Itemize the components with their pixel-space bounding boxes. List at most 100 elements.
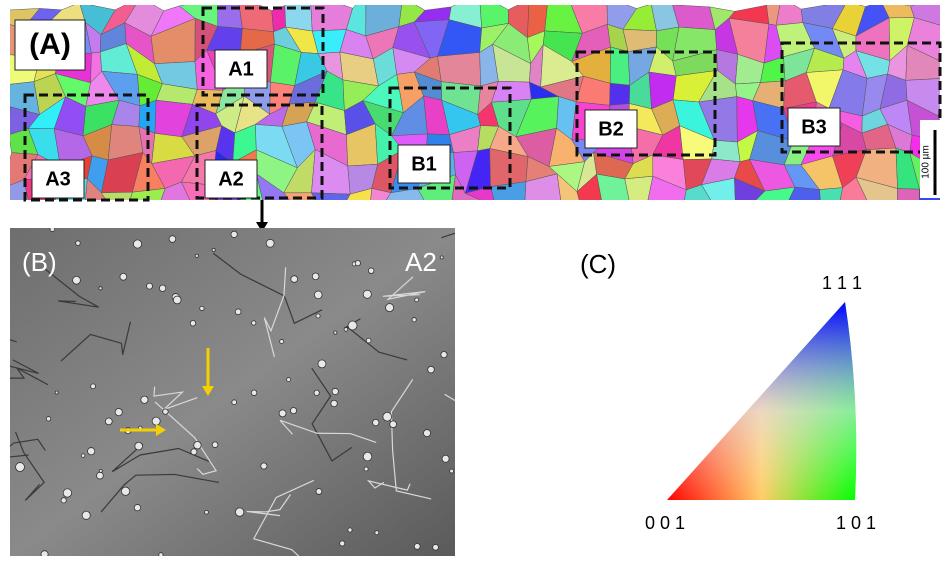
region-label: B1 xyxy=(411,153,437,175)
region-label: B2 xyxy=(598,118,624,140)
particle xyxy=(121,487,129,495)
particle xyxy=(334,331,337,334)
panel-label: (C) xyxy=(580,249,616,279)
figure: (A) A1A2A3B1B2B3 100 µm (B) A2 (C) 1 1 1… xyxy=(0,0,944,561)
particle xyxy=(235,508,243,516)
grain xyxy=(101,192,132,218)
particle xyxy=(73,276,81,284)
particle xyxy=(173,296,181,304)
particle xyxy=(46,417,50,421)
particle xyxy=(366,338,371,343)
grain xyxy=(491,182,526,217)
particle xyxy=(205,510,209,514)
particle xyxy=(82,511,90,519)
corner-label: 0 0 1 xyxy=(645,513,685,533)
particle xyxy=(415,298,419,302)
grain xyxy=(582,216,605,245)
particle xyxy=(152,417,160,425)
particle xyxy=(332,388,338,394)
grain xyxy=(870,207,897,243)
grain xyxy=(464,201,504,236)
grain xyxy=(648,201,685,234)
particle xyxy=(63,489,71,497)
particle xyxy=(290,408,296,414)
particle xyxy=(159,553,163,557)
particle xyxy=(363,290,371,298)
panel-label: (B) xyxy=(22,247,57,277)
particle xyxy=(251,390,257,396)
particle xyxy=(287,378,291,382)
particle xyxy=(280,339,284,343)
particle xyxy=(428,366,435,373)
particle xyxy=(316,489,322,495)
scale-label: 100 µm xyxy=(921,145,932,179)
region-label: A3 xyxy=(45,168,71,190)
particle xyxy=(383,412,392,421)
particle xyxy=(316,314,320,318)
grain xyxy=(713,203,736,239)
particle xyxy=(163,409,168,414)
grain xyxy=(908,213,944,231)
particle xyxy=(235,309,241,315)
grain xyxy=(498,202,525,236)
particle xyxy=(91,384,96,389)
particle xyxy=(412,318,416,322)
particle xyxy=(169,236,176,243)
particle xyxy=(440,256,443,259)
grain xyxy=(625,176,653,211)
corner-label: 1 1 1 xyxy=(822,273,862,293)
grain xyxy=(310,0,352,31)
particle xyxy=(105,418,112,425)
particle xyxy=(414,544,420,550)
particle xyxy=(76,241,81,246)
grain xyxy=(554,204,584,246)
grain xyxy=(438,52,481,86)
grain xyxy=(673,5,716,30)
particle xyxy=(97,472,104,479)
particle xyxy=(363,452,372,461)
particle xyxy=(450,469,454,473)
grain xyxy=(218,0,243,28)
grain xyxy=(732,206,762,234)
particle xyxy=(88,448,95,455)
particle xyxy=(441,351,447,357)
grain xyxy=(479,0,508,28)
region-label: B3 xyxy=(801,116,827,138)
particle xyxy=(99,287,102,290)
particle xyxy=(266,239,274,247)
grain xyxy=(610,83,630,105)
particle xyxy=(355,261,360,266)
particle xyxy=(364,467,368,471)
grain xyxy=(451,201,482,240)
particle xyxy=(314,291,322,299)
particle xyxy=(291,276,298,283)
particle xyxy=(159,285,165,291)
particle xyxy=(55,391,58,394)
particle xyxy=(261,463,267,469)
ipf-overlay xyxy=(667,302,856,500)
particle xyxy=(231,231,237,237)
particle xyxy=(368,268,374,274)
particle xyxy=(375,531,379,535)
particle xyxy=(120,273,127,280)
grain xyxy=(285,0,312,31)
particle xyxy=(279,410,286,417)
particle xyxy=(232,400,237,405)
particle xyxy=(16,463,25,472)
region-label: A2 xyxy=(405,247,437,277)
particle xyxy=(99,469,102,472)
particle xyxy=(190,321,196,327)
grain xyxy=(750,206,783,234)
region-label: A2 xyxy=(218,168,244,190)
particle xyxy=(146,283,152,289)
grain xyxy=(840,203,874,246)
grain xyxy=(804,201,846,246)
particle xyxy=(348,528,352,532)
particle xyxy=(133,240,141,248)
particle xyxy=(340,541,345,546)
sem-image xyxy=(0,226,523,561)
particle xyxy=(423,430,430,437)
particle xyxy=(191,449,197,455)
particle xyxy=(318,360,326,368)
particle xyxy=(194,441,201,448)
